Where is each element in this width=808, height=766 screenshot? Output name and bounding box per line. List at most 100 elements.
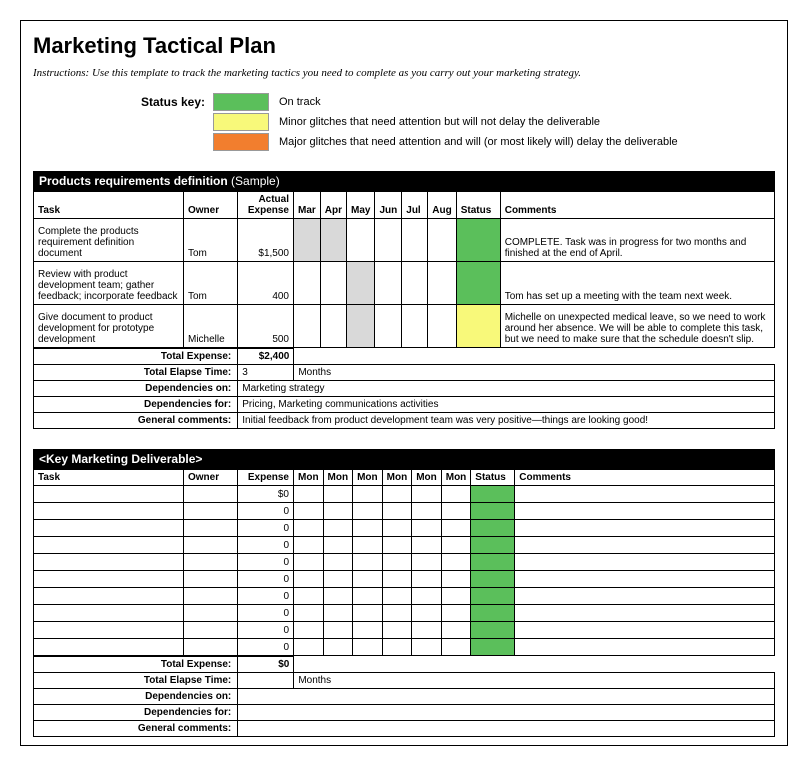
month-cell (294, 537, 324, 554)
month-cell (320, 305, 346, 348)
summary-row: Total Expense:$0 (34, 657, 775, 673)
month-cell (412, 605, 442, 622)
summary-row: General comments:Initial feedback from p… (34, 413, 775, 429)
summary-table-2: Total Expense:$0Total Elapse Time:Months… (33, 656, 775, 737)
month-cell (441, 554, 471, 571)
column-header: Mar (294, 192, 321, 219)
column-header: Expense (238, 470, 294, 486)
swatch-minor (213, 113, 269, 131)
page: Marketing Tactical Plan Instructions: Us… (20, 20, 788, 746)
month-cell (382, 605, 412, 622)
month-cell (428, 219, 456, 262)
status-cell (471, 622, 515, 639)
month-cell (412, 639, 442, 656)
month-cell (347, 219, 375, 262)
column-header: Status (471, 470, 515, 486)
comments-cell: COMPLETE. Task was in progress for two m… (500, 219, 774, 262)
column-header: Jul (402, 192, 428, 219)
month-cell (294, 554, 324, 571)
month-cell (353, 622, 383, 639)
status-cell (471, 571, 515, 588)
month-cell (294, 262, 321, 305)
section-header-note: (Sample) (231, 174, 280, 188)
expense-cell: 0 (238, 520, 294, 537)
month-cell (382, 588, 412, 605)
expense-cell: 0 (238, 588, 294, 605)
status-key: Status key: On track Minor glitches that… (33, 93, 775, 151)
owner-cell (184, 537, 238, 554)
column-header: Owner (184, 192, 238, 219)
owner-cell (184, 554, 238, 571)
column-header: Comments (515, 470, 775, 486)
month-cell (294, 622, 324, 639)
comments-cell: Tom has set up a meeting with the team n… (500, 262, 774, 305)
month-cell (382, 554, 412, 571)
column-header: Task (34, 470, 184, 486)
month-cell (441, 588, 471, 605)
month-cell (441, 486, 471, 503)
owner-cell (184, 622, 238, 639)
expense-cell: 0 (238, 622, 294, 639)
month-cell (412, 486, 442, 503)
column-header: Task (34, 192, 184, 219)
month-cell (323, 639, 353, 656)
status-cell (471, 639, 515, 656)
expense-cell: 0 (238, 571, 294, 588)
task-cell (34, 605, 184, 622)
status-cell (456, 219, 500, 262)
month-cell (294, 486, 324, 503)
month-cell (382, 639, 412, 656)
task-cell (34, 503, 184, 520)
month-cell (402, 262, 428, 305)
month-cell (412, 520, 442, 537)
month-cell (412, 537, 442, 554)
tasks-table-1: TaskOwnerActual ExpenseMarAprMayJunJulAu… (33, 191, 775, 348)
status-cell (471, 605, 515, 622)
month-cell (441, 520, 471, 537)
month-cell (441, 537, 471, 554)
section-header-text: Products requirements definition (39, 174, 228, 188)
comments-cell (515, 571, 775, 588)
expense-cell: 500 (238, 305, 294, 348)
month-cell (428, 305, 456, 348)
section-header: Products requirements definition (Sample… (33, 171, 775, 191)
task-cell (34, 554, 184, 571)
summary-row: Total Elapse Time:3Months (34, 365, 775, 381)
month-cell (441, 622, 471, 639)
month-cell (375, 262, 402, 305)
month-cell (428, 262, 456, 305)
month-cell (294, 503, 324, 520)
month-cell (323, 503, 353, 520)
column-header: Actual Expense (238, 192, 294, 219)
column-header: Mon (441, 470, 471, 486)
expense-cell: 0 (238, 605, 294, 622)
status-cell (471, 486, 515, 503)
month-cell (375, 219, 402, 262)
task-cell (34, 486, 184, 503)
status-cell (471, 537, 515, 554)
task-cell (34, 588, 184, 605)
comments-cell (515, 588, 775, 605)
month-cell (402, 305, 428, 348)
month-cell (441, 503, 471, 520)
month-cell (382, 571, 412, 588)
column-header: Mon (323, 470, 353, 486)
swatch-major (213, 133, 269, 151)
month-cell (402, 219, 428, 262)
month-cell (412, 554, 442, 571)
month-cell (375, 305, 402, 348)
comments-cell (515, 520, 775, 537)
status-cell (471, 520, 515, 537)
expense-cell: 0 (238, 537, 294, 554)
month-cell (294, 588, 324, 605)
column-header: Jun (375, 192, 402, 219)
summary-row: Dependencies for:Pricing, Marketing comm… (34, 397, 775, 413)
comments-cell: Michelle on unexpected medical leave, so… (500, 305, 774, 348)
month-cell (382, 622, 412, 639)
expense-cell: 0 (238, 554, 294, 571)
summary-row: Total Expense:$2,400 (34, 349, 775, 365)
month-cell (294, 571, 324, 588)
month-cell (323, 622, 353, 639)
status-key-text: On track (279, 96, 321, 108)
status-cell (456, 305, 500, 348)
